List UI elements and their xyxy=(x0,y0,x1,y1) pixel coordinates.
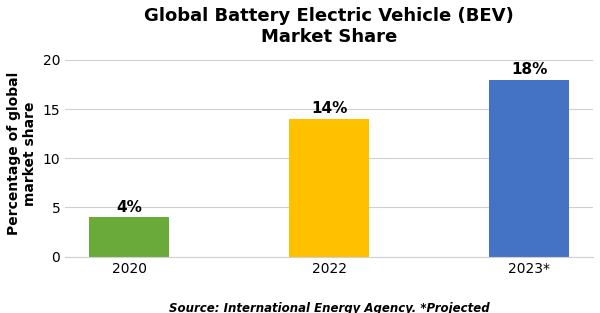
Text: 14%: 14% xyxy=(311,101,347,116)
Bar xyxy=(89,217,169,257)
Text: 4%: 4% xyxy=(116,200,142,215)
Bar xyxy=(489,80,569,257)
Title: Global Battery Electric Vehicle (BEV)
Market Share: Global Battery Electric Vehicle (BEV) Ma… xyxy=(144,7,514,46)
Y-axis label: Percentage of global
market share: Percentage of global market share xyxy=(7,72,37,235)
Text: Source: International Energy Agency. *Projected: Source: International Energy Agency. *Pr… xyxy=(169,302,490,313)
Bar xyxy=(289,119,369,257)
Text: 18%: 18% xyxy=(511,62,547,77)
